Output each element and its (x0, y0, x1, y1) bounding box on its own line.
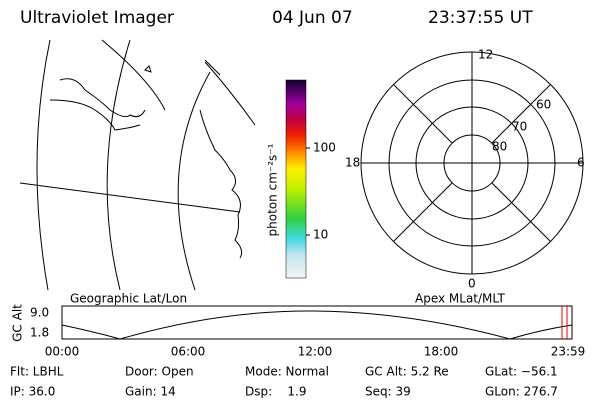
mlt-label: 18 (345, 156, 360, 170)
status: Flt: LBHL (10, 365, 64, 379)
altitude-xtick: 23:59 (551, 345, 586, 359)
mlt-label: 6 (577, 156, 585, 170)
mlt-label: 0 (468, 277, 476, 291)
altitude-ytick: 1.8 (30, 326, 49, 340)
altitude-frame (61, 305, 573, 340)
mlat-label: 80 (492, 140, 507, 154)
status: Dsp: 1.9 (245, 385, 307, 399)
polar-grid (360, 51, 584, 275)
status: Door: Open (125, 365, 194, 379)
colorbar (285, 79, 307, 279)
altitude-ytick: 9.0 (30, 306, 49, 320)
altitude-xtick: 00:00 (45, 345, 80, 359)
instrument: Ultraviolet Imager (20, 8, 174, 28)
altitude-xtick: 12:00 (298, 345, 333, 359)
colorbar-tick-label: 10 (313, 228, 328, 242)
altitude-curve (61, 310, 573, 340)
map (19, 39, 256, 291)
status: GC Alt: 5.2 Re (365, 365, 449, 379)
altitude-left-title: Geographic Lat/Lon (70, 292, 187, 306)
status: GLon: 276.7 (485, 385, 558, 399)
altitude-right-title: Apex MLat/MLT (415, 292, 505, 306)
date: 04 Jun 07 (272, 8, 353, 28)
altitude-ylabel: GC Alt (11, 304, 25, 342)
mlat-label: 70 (512, 120, 527, 134)
status: GLat: −56.1 (485, 365, 558, 379)
colorbar-label: photon cm⁻²s⁻¹ (266, 143, 280, 236)
colorbar-tick-label: 100 (313, 141, 336, 155)
time: 23:37:55 UT (428, 8, 533, 28)
altitude-xtick: 06:00 (171, 345, 206, 359)
status: Mode: Normal (245, 365, 329, 379)
mlt-label: 12 (478, 48, 493, 62)
mlat-label: 60 (536, 98, 551, 112)
status: Seq: 39 (365, 385, 411, 399)
status: IP: 36.0 (10, 385, 55, 399)
altitude-xtick: 18:00 (424, 345, 459, 359)
status: Gain: 14 (125, 385, 176, 399)
